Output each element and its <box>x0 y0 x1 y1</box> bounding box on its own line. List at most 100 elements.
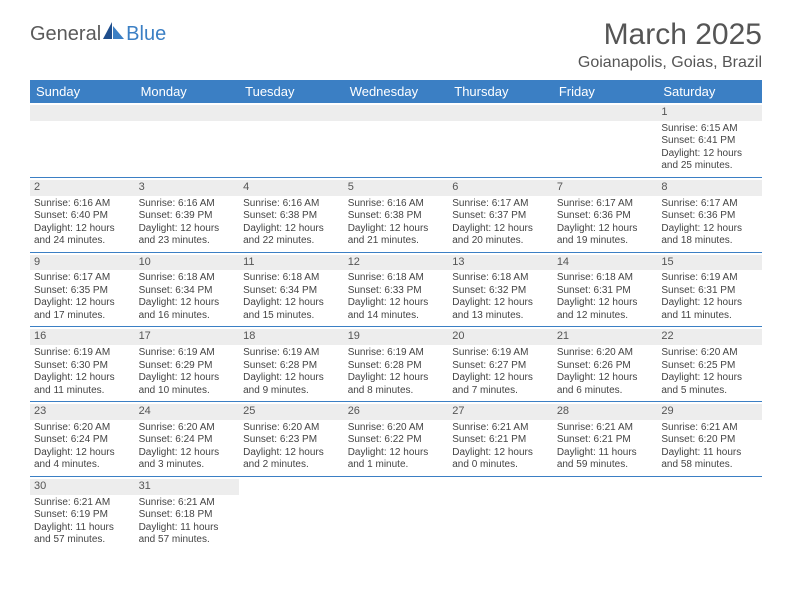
day-info-line: Daylight: 11 hours <box>139 522 236 535</box>
calendar-day-cell: 13Sunrise: 6:18 AMSunset: 6:32 PMDayligh… <box>448 252 553 327</box>
day-number: 2 <box>30 180 135 196</box>
day-info-line: Sunset: 6:24 PM <box>139 434 236 447</box>
day-number: 28 <box>553 404 658 420</box>
day-info-line: and 21 minutes. <box>348 235 445 248</box>
calendar-day-cell: 4Sunrise: 6:16 AMSunset: 6:38 PMDaylight… <box>239 177 344 252</box>
day-info-line: Sunrise: 6:19 AM <box>139 347 236 360</box>
day-info-line: Sunset: 6:30 PM <box>34 360 131 373</box>
day-info-line: and 24 minutes. <box>34 235 131 248</box>
calendar-day-cell: 2Sunrise: 6:16 AMSunset: 6:40 PMDaylight… <box>30 177 135 252</box>
day-info-line: Sunset: 6:18 PM <box>139 509 236 522</box>
day-number: 1 <box>657 105 762 121</box>
day-info-line: Sunrise: 6:19 AM <box>34 347 131 360</box>
calendar-day-cell <box>30 103 135 177</box>
day-info-line: Sunrise: 6:21 AM <box>34 497 131 510</box>
day-info-line: Sunset: 6:28 PM <box>243 360 340 373</box>
day-number: 4 <box>239 180 344 196</box>
day-info-line: and 59 minutes. <box>557 459 654 472</box>
calendar-day-cell <box>448 476 553 550</box>
day-number: 17 <box>135 329 240 345</box>
day-info-line: Sunrise: 6:18 AM <box>243 272 340 285</box>
weekday-header: Thursday <box>448 80 553 103</box>
day-number: 5 <box>344 180 449 196</box>
day-info-line: Daylight: 11 hours <box>557 447 654 460</box>
day-info-line: and 12 minutes. <box>557 310 654 323</box>
day-info-line: Daylight: 12 hours <box>452 297 549 310</box>
day-info-line: Daylight: 12 hours <box>139 297 236 310</box>
calendar-week-row: 9Sunrise: 6:17 AMSunset: 6:35 PMDaylight… <box>30 252 762 327</box>
calendar-day-cell: 9Sunrise: 6:17 AMSunset: 6:35 PMDaylight… <box>30 252 135 327</box>
day-info-line: and 3 minutes. <box>139 459 236 472</box>
day-info-line: Sunset: 6:36 PM <box>557 210 654 223</box>
calendar-day-cell <box>448 103 553 177</box>
calendar-day-cell: 6Sunrise: 6:17 AMSunset: 6:37 PMDaylight… <box>448 177 553 252</box>
day-info-line: Sunrise: 6:18 AM <box>139 272 236 285</box>
calendar-day-cell: 28Sunrise: 6:21 AMSunset: 6:21 PMDayligh… <box>553 402 658 477</box>
calendar-week-row: 2Sunrise: 6:16 AMSunset: 6:40 PMDaylight… <box>30 177 762 252</box>
day-info-line: and 9 minutes. <box>243 385 340 398</box>
day-info-line: Sunset: 6:39 PM <box>139 210 236 223</box>
day-info-line: Daylight: 12 hours <box>34 223 131 236</box>
day-info-line: Sunset: 6:23 PM <box>243 434 340 447</box>
calendar-day-cell: 8Sunrise: 6:17 AMSunset: 6:36 PMDaylight… <box>657 177 762 252</box>
day-info-line: and 14 minutes. <box>348 310 445 323</box>
day-info-line: Sunrise: 6:18 AM <box>557 272 654 285</box>
day-info-line: Sunrise: 6:20 AM <box>348 422 445 435</box>
day-number-empty <box>448 105 553 121</box>
calendar-day-cell <box>657 476 762 550</box>
calendar-day-cell: 22Sunrise: 6:20 AMSunset: 6:25 PMDayligh… <box>657 327 762 402</box>
day-number: 25 <box>239 404 344 420</box>
calendar-day-cell: 29Sunrise: 6:21 AMSunset: 6:20 PMDayligh… <box>657 402 762 477</box>
day-info-line: Sunrise: 6:18 AM <box>348 272 445 285</box>
day-info-line: and 19 minutes. <box>557 235 654 248</box>
day-info-line: and 10 minutes. <box>139 385 236 398</box>
day-info-line: Sunset: 6:34 PM <box>243 285 340 298</box>
day-info-line: and 57 minutes. <box>139 534 236 547</box>
day-info-line: Sunrise: 6:21 AM <box>661 422 758 435</box>
calendar-day-cell: 21Sunrise: 6:20 AMSunset: 6:26 PMDayligh… <box>553 327 658 402</box>
calendar-day-cell: 14Sunrise: 6:18 AMSunset: 6:31 PMDayligh… <box>553 252 658 327</box>
day-info-line: Sunset: 6:24 PM <box>34 434 131 447</box>
weekday-header: Sunday <box>30 80 135 103</box>
day-info-line: Sunrise: 6:21 AM <box>557 422 654 435</box>
day-number: 29 <box>657 404 762 420</box>
day-number-empty <box>135 105 240 121</box>
calendar-day-cell: 7Sunrise: 6:17 AMSunset: 6:36 PMDaylight… <box>553 177 658 252</box>
day-info-line: Sunset: 6:25 PM <box>661 360 758 373</box>
calendar-day-cell <box>239 476 344 550</box>
day-number: 26 <box>344 404 449 420</box>
day-info-line: Sunset: 6:20 PM <box>661 434 758 447</box>
day-info-line: Sunset: 6:31 PM <box>557 285 654 298</box>
day-info-line: Sunset: 6:32 PM <box>452 285 549 298</box>
calendar-day-cell: 20Sunrise: 6:19 AMSunset: 6:27 PMDayligh… <box>448 327 553 402</box>
day-number: 14 <box>553 255 658 271</box>
day-info-line: Sunrise: 6:17 AM <box>452 198 549 211</box>
day-number: 16 <box>30 329 135 345</box>
calendar-week-row: 16Sunrise: 6:19 AMSunset: 6:30 PMDayligh… <box>30 327 762 402</box>
day-info-line: Sunrise: 6:17 AM <box>557 198 654 211</box>
day-info-line: Sunset: 6:22 PM <box>348 434 445 447</box>
day-info-line: Daylight: 12 hours <box>348 223 445 236</box>
day-info-line: Daylight: 12 hours <box>139 447 236 460</box>
calendar-day-cell: 18Sunrise: 6:19 AMSunset: 6:28 PMDayligh… <box>239 327 344 402</box>
day-number: 11 <box>239 255 344 271</box>
day-info-line: Sunset: 6:36 PM <box>661 210 758 223</box>
day-info-line: Sunrise: 6:20 AM <box>661 347 758 360</box>
day-info-line: Daylight: 12 hours <box>661 372 758 385</box>
day-info-line: Sunrise: 6:20 AM <box>557 347 654 360</box>
day-number: 21 <box>553 329 658 345</box>
day-info-line: Sunrise: 6:19 AM <box>452 347 549 360</box>
weekday-header: Friday <box>553 80 658 103</box>
day-info-line: and 18 minutes. <box>661 235 758 248</box>
page-header: GeneralBlue March 2025 Goianapolis, Goia… <box>30 18 762 72</box>
day-info-line: Daylight: 12 hours <box>34 372 131 385</box>
day-info-line: Sunrise: 6:19 AM <box>243 347 340 360</box>
weekday-header: Wednesday <box>344 80 449 103</box>
day-info-line: Sunset: 6:27 PM <box>452 360 549 373</box>
day-number: 19 <box>344 329 449 345</box>
day-info-line: Daylight: 12 hours <box>661 223 758 236</box>
calendar-day-cell: 30Sunrise: 6:21 AMSunset: 6:19 PMDayligh… <box>30 476 135 550</box>
day-info-line: Sunset: 6:31 PM <box>661 285 758 298</box>
calendar-day-cell <box>135 103 240 177</box>
calendar-day-cell: 31Sunrise: 6:21 AMSunset: 6:18 PMDayligh… <box>135 476 240 550</box>
